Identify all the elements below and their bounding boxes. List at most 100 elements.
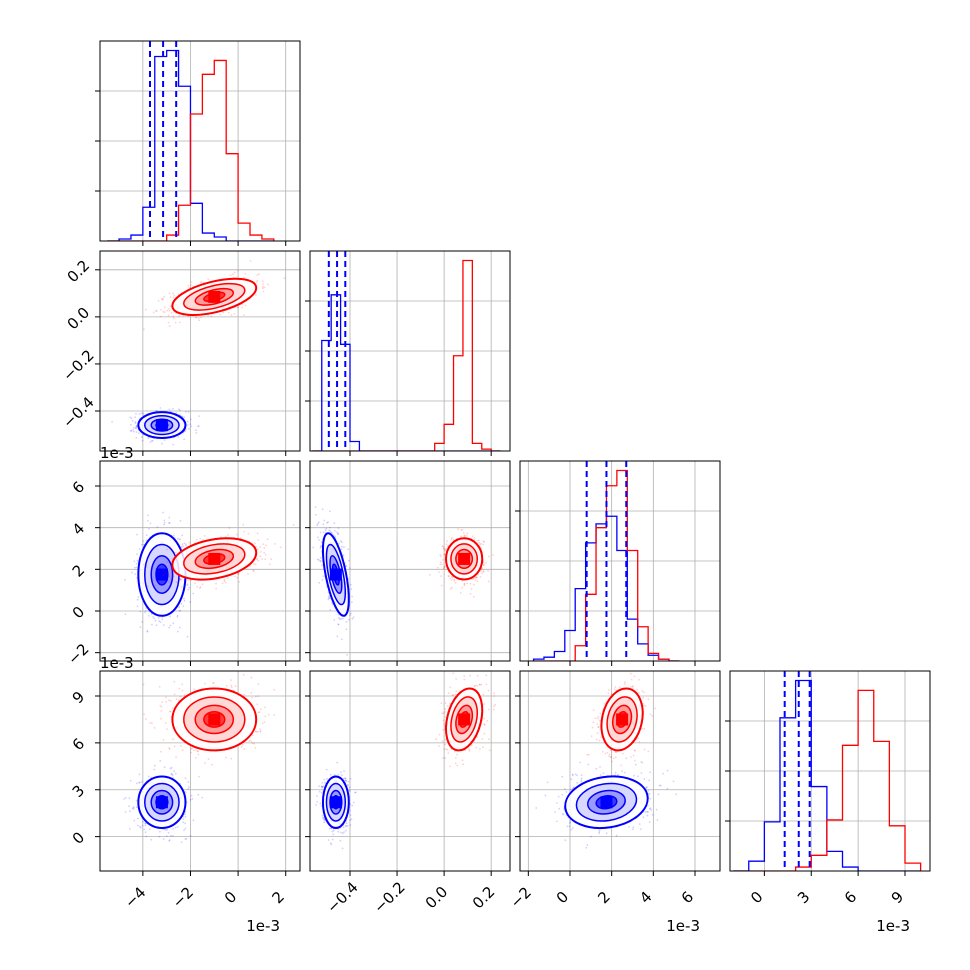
sample-point-blue <box>169 624 172 627</box>
sample-point-blue <box>177 408 180 411</box>
sample-point-red <box>445 548 447 550</box>
sample-point-red <box>255 557 258 560</box>
sample-point-red <box>476 539 479 542</box>
sample-point-red <box>482 564 485 566</box>
y-tick-label: −0.4 <box>59 393 97 431</box>
sample-point-blue <box>139 626 142 629</box>
sample-point-blue <box>179 626 181 629</box>
sample-point-red <box>465 534 468 537</box>
sample-point-blue <box>150 838 153 841</box>
sample-point-blue <box>345 628 348 631</box>
panel-2-2 <box>515 460 721 666</box>
sample-point-red <box>461 528 464 531</box>
sample-point-red <box>482 543 484 546</box>
sample-point-red <box>269 563 271 566</box>
sample-point-red <box>254 563 257 566</box>
sample-point-red <box>186 583 189 585</box>
sample-point-blue <box>322 575 325 578</box>
sample-point-blue <box>188 586 191 589</box>
sample-point-blue <box>322 523 325 526</box>
sample-point-red <box>250 676 253 679</box>
sample-point-blue <box>136 559 139 562</box>
sample-point-red <box>167 308 170 310</box>
sample-point-red <box>178 314 181 317</box>
sample-point-red <box>487 580 490 583</box>
sample-point-red <box>190 579 192 582</box>
sample-point-red <box>461 586 464 589</box>
sample-point-red <box>241 743 244 746</box>
sample-point-blue <box>128 797 131 800</box>
sample-point-red <box>162 569 165 572</box>
sample-point-blue <box>314 506 317 508</box>
sample-point-red <box>223 579 226 581</box>
sample-point-blue <box>128 805 131 808</box>
sample-point-red <box>469 592 472 595</box>
sample-point-blue <box>183 542 186 545</box>
sample-point-red <box>185 543 187 546</box>
sample-point-blue <box>189 601 192 603</box>
panel-body <box>100 671 300 871</box>
y-tick-label: −0.2 <box>59 346 97 384</box>
sample-point-blue <box>124 811 127 813</box>
sample-point-red <box>265 544 267 547</box>
sample-point-red <box>167 572 170 575</box>
sample-point-red <box>204 762 207 764</box>
sample-point-red <box>159 315 162 318</box>
sample-point-blue <box>183 416 186 419</box>
sample-point-blue <box>129 416 132 419</box>
sample-point-blue <box>163 766 166 769</box>
sample-point-blue <box>336 531 338 534</box>
sample-point-blue <box>195 429 198 431</box>
sample-point-red <box>237 269 240 272</box>
sample-point-red <box>165 701 168 703</box>
sample-point-blue <box>136 553 139 556</box>
sample-point-blue <box>328 595 330 598</box>
sample-point-red <box>243 314 246 316</box>
sample-point-red <box>168 581 171 584</box>
sample-point-blue <box>318 581 321 584</box>
sample-point-blue <box>318 539 320 541</box>
sample-point-red <box>478 539 480 542</box>
sample-point-blue <box>161 442 163 445</box>
sample-point-red <box>159 309 162 311</box>
sample-point-red <box>480 570 482 572</box>
sample-point-blue <box>139 610 142 613</box>
sample-point-blue <box>317 522 319 525</box>
sample-point-red <box>210 315 213 317</box>
sample-point-blue <box>180 841 183 844</box>
sample-point-red <box>197 753 200 756</box>
sample-point-red <box>248 740 251 742</box>
sample-point-red <box>250 740 252 742</box>
sample-point-red <box>471 535 474 538</box>
sample-point-blue <box>157 617 160 619</box>
sample-point-blue <box>135 799 138 802</box>
sample-point-blue <box>187 588 190 591</box>
sample-point-red <box>482 563 485 566</box>
sample-point-blue <box>184 411 187 413</box>
sample-point-red <box>154 584 157 587</box>
sample-point-red <box>442 546 445 548</box>
histogram-blue <box>312 294 501 451</box>
sample-point-red <box>262 285 264 288</box>
sample-point-red <box>256 532 259 535</box>
sample-point-red <box>165 561 168 564</box>
sample-point-red <box>463 583 466 585</box>
sample-point-red <box>251 696 253 699</box>
sample-point-red <box>479 543 481 546</box>
sample-point-blue <box>145 539 148 542</box>
sample-point-red <box>492 554 494 556</box>
sample-point-blue <box>172 407 174 410</box>
sample-point-blue <box>184 791 187 793</box>
sample-point-blue <box>320 541 323 544</box>
density-peak-blue <box>155 419 168 432</box>
sample-point-red <box>167 314 170 317</box>
sample-point-red <box>179 578 182 581</box>
sample-point-blue <box>350 588 353 591</box>
sample-point-red <box>236 576 239 579</box>
histogram-red <box>107 59 275 241</box>
sample-point-red <box>254 542 256 545</box>
sample-point-red <box>255 545 257 548</box>
sample-point-red <box>469 582 472 585</box>
panel-frame <box>99 40 301 242</box>
sample-point-blue <box>140 826 142 829</box>
